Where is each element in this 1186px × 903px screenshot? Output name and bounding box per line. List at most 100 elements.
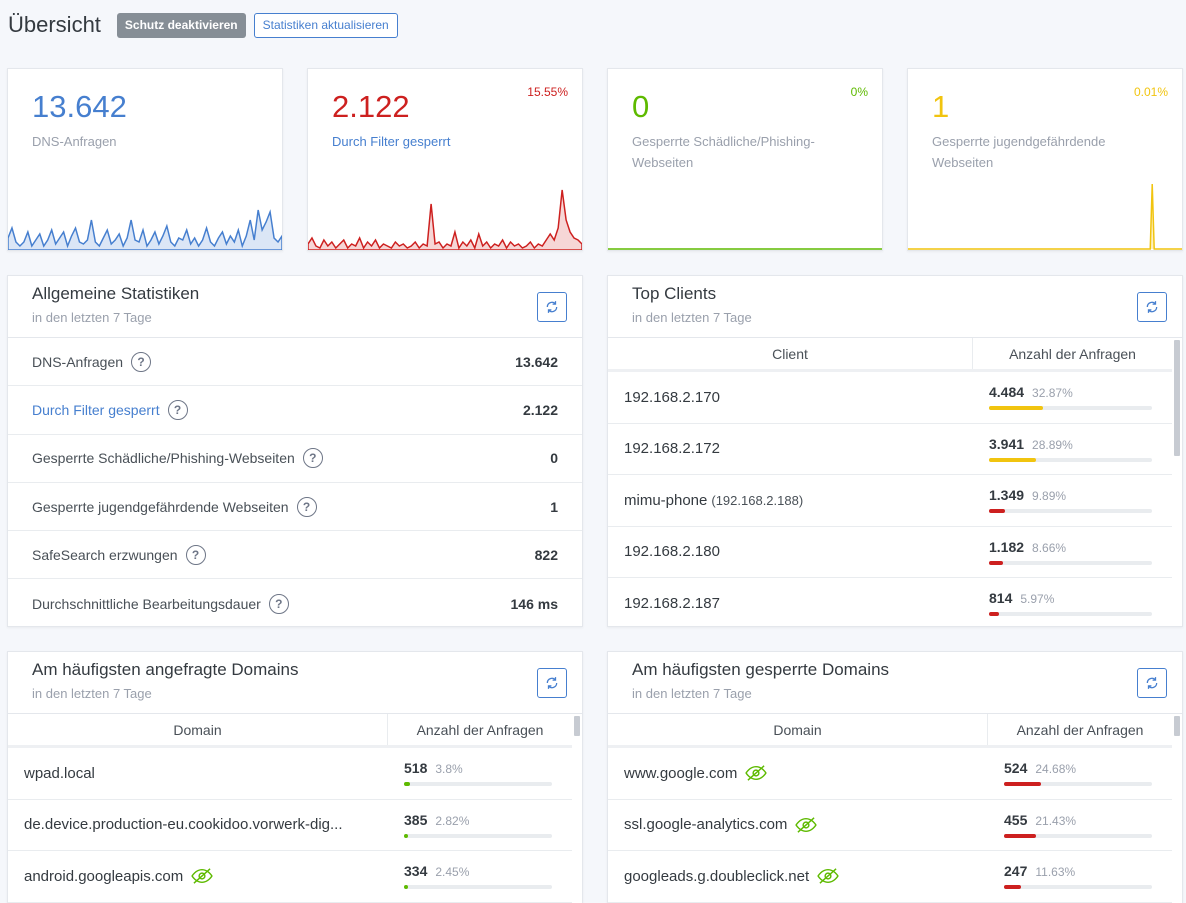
stat-card-malware-phishing: 0 Gesperrte Schädliche/Phishing-Webseite… — [607, 68, 883, 251]
column-header-domain[interactable]: Domain — [608, 714, 988, 745]
stat-row-avg-processing-time: Durchschnittliche Bearbeitungsdauer? 146… — [8, 579, 582, 626]
table-row[interactable]: www.google.com 524 24.68% — [608, 748, 1172, 800]
scrollbar[interactable] — [574, 716, 580, 736]
disable-protection-button[interactable]: Schutz deaktivieren — [116, 12, 246, 38]
refresh-button[interactable] — [1137, 668, 1167, 698]
sparkline-adult — [908, 183, 1182, 250]
progress-bar-fill — [989, 457, 1037, 462]
row-name-cell: www.google.com — [608, 764, 988, 782]
table-row[interactable]: ssl.google-analytics.com 455 21.43% — [608, 800, 1172, 851]
table-row[interactable]: 192.168.2.170 4.484 32.87% — [608, 372, 1172, 424]
refresh-icon — [1146, 677, 1158, 689]
progress-bar-fill — [404, 782, 410, 787]
stat-row-blocked-by-filters: Durch Filter gesperrt? 2.122 — [8, 386, 582, 435]
row-label-link[interactable]: Durch Filter gesperrt — [32, 401, 160, 418]
domains-table-body: wpad.local 518 3.8% de.device.production-eu… — [8, 748, 572, 903]
table-header: Client Anzahl der Anfragen — [608, 338, 1172, 372]
row-name-cell: 192.168.2.187 — [608, 595, 973, 612]
refresh-button[interactable] — [537, 292, 567, 322]
row-name: mimu-phone — [624, 491, 708, 509]
tracker-eye-icon[interactable] — [745, 764, 768, 782]
stat-value: 0 — [632, 89, 650, 124]
progress-bar-fill — [1004, 885, 1022, 890]
column-header-client[interactable]: Client — [608, 338, 973, 369]
refresh-statistics-button[interactable]: Statistiken aktualisieren — [253, 12, 398, 38]
request-percent: 2.82% — [435, 813, 470, 828]
request-count: 524 — [1004, 760, 1028, 777]
refresh-button[interactable] — [537, 668, 567, 698]
row-count-cell: 455 21.43% — [988, 812, 1172, 838]
table-row[interactable]: mimu-phone (192.168.2.188) 1.349 9.89% — [608, 475, 1172, 527]
scrollbar[interactable] — [1174, 716, 1180, 736]
table-row[interactable]: 192.168.2.172 3.941 28.89% — [608, 424, 1172, 475]
row-count-cell: 247 11.63% — [988, 863, 1172, 890]
refresh-button[interactable] — [1137, 292, 1167, 322]
table-row[interactable]: android.googleapis.com 334 2.45% — [8, 851, 572, 903]
stat-percent: 15.55% — [527, 85, 568, 99]
card-header: Am häufigsten gesperrte Domains in den l… — [608, 652, 1182, 714]
row-label: SafeSearch erzwungen — [32, 546, 178, 563]
request-count: 814 — [989, 590, 1013, 607]
clients-table-body: 192.168.2.170 4.484 32.87% 192.168.2.172 3.9… — [608, 372, 1172, 626]
table-row[interactable]: 192.168.2.180 1.182 8.66% — [608, 527, 1172, 578]
help-icon[interactable]: ? — [296, 496, 317, 517]
tracker-eye-icon[interactable] — [817, 867, 839, 885]
card-title: Am häufigsten angefragte Domains — [32, 660, 299, 679]
request-percent: 2.45% — [435, 865, 470, 880]
row-name: 192.168.2.170 — [624, 388, 720, 406]
stat-row-malware-phishing: Gesperrte Schädliche/Phishing-Webseiten?… — [8, 435, 582, 483]
row-name-cell: android.googleapis.com — [8, 867, 388, 885]
scrollbar[interactable] — [1174, 340, 1180, 456]
request-percent: 11.63% — [1035, 865, 1076, 880]
sparkline-blocked — [308, 189, 582, 250]
help-icon[interactable]: ? — [268, 593, 289, 614]
column-header-count[interactable]: Anzahl der Anfragen — [1016, 721, 1144, 738]
help-icon[interactable]: ? — [302, 448, 323, 469]
help-icon[interactable]: ? — [167, 399, 188, 420]
row-value: 1 — [550, 498, 558, 515]
tracker-eye-icon[interactable] — [795, 816, 818, 834]
stat-value: 13.642 — [32, 89, 127, 124]
progress-bar — [404, 833, 552, 838]
row-value: 2.122 — [522, 401, 558, 418]
tracker-eye-icon[interactable] — [191, 867, 214, 885]
table-row[interactable]: googleads.g.doubleclick.net 247 11.63% — [608, 851, 1172, 903]
progress-bar — [989, 509, 1152, 514]
progress-bar — [1004, 782, 1152, 787]
stat-label-link[interactable]: Durch Filter gesperrt — [332, 134, 451, 149]
row-value: 13.642 — [515, 353, 558, 370]
refresh-icon — [546, 677, 558, 689]
table-row[interactable]: 192.168.2.187 814 5.97% — [608, 578, 1172, 626]
progress-bar-fill — [989, 509, 1006, 514]
page-header: Übersicht Schutz deaktivieren Statistike… — [8, 10, 398, 40]
help-icon[interactable]: ? — [131, 351, 152, 372]
card-subtitle: in den letzten 7 Tage — [632, 310, 752, 325]
request-count: 518 — [404, 760, 428, 777]
progress-bar-fill — [1004, 782, 1041, 787]
column-header-domain[interactable]: Domain — [8, 714, 388, 745]
progress-bar — [404, 782, 552, 787]
row-name-cell: 192.168.2.180 — [608, 543, 973, 560]
request-count: 455 — [1004, 811, 1028, 828]
domains-table-body: www.google.com 524 24.68% ssl.google-analyt… — [608, 748, 1172, 903]
row-label: Gesperrte jugendgefährdende Webseiten — [32, 498, 289, 515]
row-name: ssl.google-analytics.com — [624, 816, 788, 834]
row-count-cell: 3.941 28.89% — [973, 436, 1172, 462]
help-icon[interactable]: ? — [185, 544, 206, 565]
column-header-count[interactable]: Anzahl der Anfragen — [1009, 345, 1136, 362]
row-name: android.googleapis.com — [24, 867, 184, 885]
request-count: 4.484 — [989, 384, 1025, 401]
refresh-icon — [1146, 301, 1158, 313]
stat-percent: 0.01% — [1133, 85, 1168, 99]
general-statistics-card: Allgemeine Statistiken in den letzten 7 … — [7, 275, 583, 627]
request-percent: 21.43% — [1035, 813, 1077, 828]
card-header: Allgemeine Statistiken in den letzten 7 … — [8, 276, 582, 338]
progress-bar-fill — [989, 612, 999, 617]
row-count-cell: 814 5.97% — [973, 590, 1172, 617]
card-header: Top Clients in den letzten 7 Tage — [608, 276, 1182, 338]
column-header-count[interactable]: Anzahl der Anfragen — [416, 721, 544, 738]
table-row[interactable]: wpad.local 518 3.8% — [8, 748, 572, 800]
table-row[interactable]: de.device.production-eu.cookidoo.vorwerk… — [8, 800, 572, 851]
row-label: Gesperrte Schädliche/Phishing-Webseiten — [32, 450, 295, 467]
progress-bar-fill — [1004, 833, 1036, 838]
